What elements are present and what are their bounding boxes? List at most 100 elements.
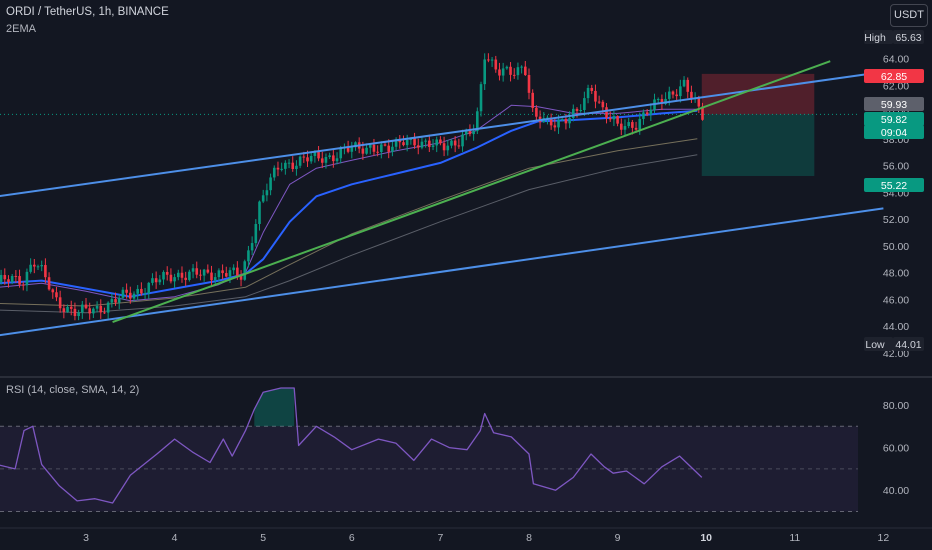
candle-body bbox=[269, 177, 272, 191]
candle-body bbox=[7, 279, 10, 282]
candle-body bbox=[154, 278, 158, 283]
candle-body bbox=[645, 112, 649, 115]
candle-body bbox=[335, 158, 339, 162]
candle-body bbox=[376, 151, 379, 153]
time-tick-label: 4 bbox=[172, 532, 178, 544]
candle-body bbox=[631, 122, 634, 128]
candle-body bbox=[191, 268, 195, 272]
price-tick-label: 44.00 bbox=[883, 321, 909, 333]
candle-body bbox=[413, 138, 416, 146]
candle-body bbox=[546, 117, 549, 119]
high-price-label: 65.63 bbox=[895, 32, 921, 44]
candle-body bbox=[140, 288, 143, 294]
candle-body bbox=[464, 129, 468, 135]
candle-body bbox=[623, 126, 627, 130]
candle-body bbox=[346, 147, 350, 152]
candle-body bbox=[287, 162, 291, 164]
candle-body bbox=[457, 145, 461, 147]
candle-body bbox=[656, 99, 660, 101]
bar-countdown-label-bg bbox=[864, 125, 924, 139]
time-tick-label: 10 bbox=[700, 532, 712, 544]
candle-body bbox=[679, 86, 682, 97]
candle-body bbox=[531, 92, 534, 108]
candle-body bbox=[350, 147, 354, 152]
candle-body bbox=[25, 271, 29, 286]
candle-body bbox=[597, 101, 601, 103]
price-tick-label: 46.00 bbox=[883, 294, 909, 306]
candle-body bbox=[612, 116, 616, 120]
candle-body bbox=[254, 224, 258, 244]
candle-body bbox=[487, 59, 490, 61]
candle-body bbox=[224, 273, 228, 277]
candle-body bbox=[675, 94, 678, 97]
candle-body bbox=[494, 59, 498, 70]
candle-body bbox=[590, 87, 594, 91]
price-tick-label: 50.00 bbox=[883, 241, 909, 253]
candle-body bbox=[84, 304, 88, 309]
time-tick-label: 7 bbox=[437, 532, 443, 544]
candle-body bbox=[99, 305, 103, 313]
candle-body bbox=[354, 142, 357, 148]
candle-body bbox=[594, 90, 597, 102]
candle-body bbox=[476, 111, 479, 132]
candle-body bbox=[642, 112, 645, 119]
candle-body bbox=[361, 148, 365, 154]
candle-body bbox=[498, 69, 501, 76]
price-tick-label: 62.00 bbox=[883, 80, 909, 92]
candle-body bbox=[121, 289, 125, 298]
quote-currency-button[interactable]: USDT bbox=[890, 4, 928, 27]
candle-body bbox=[180, 272, 184, 278]
candle-body bbox=[21, 284, 25, 286]
candle-body bbox=[188, 271, 191, 280]
candle-body bbox=[461, 134, 464, 147]
target-price-label-bg bbox=[864, 178, 924, 192]
time-tick-label: 9 bbox=[615, 532, 621, 544]
candle-body bbox=[387, 145, 391, 152]
candle-body bbox=[601, 101, 605, 108]
candle-body bbox=[92, 308, 95, 314]
candle-body bbox=[339, 148, 343, 159]
candle-body bbox=[586, 87, 590, 99]
stop-price-label: 62.85 bbox=[881, 71, 907, 83]
candle-body bbox=[103, 312, 106, 314]
candle-body bbox=[501, 68, 505, 76]
candle-body bbox=[527, 75, 531, 93]
candle-body bbox=[549, 117, 553, 126]
ascending-trend-line bbox=[112, 60, 831, 324]
candle-body bbox=[368, 144, 372, 148]
symbol-title: ORDI / TetherUS, 1h, BINANCE bbox=[6, 6, 169, 18]
candle-body bbox=[320, 158, 324, 163]
candle-body bbox=[280, 168, 283, 170]
rsi-legend[interactable]: RSI (14, close, SMA, 14, 2) bbox=[6, 384, 140, 396]
candle-body bbox=[169, 274, 173, 282]
target-price-label: 55.22 bbox=[881, 180, 907, 192]
indicator-legend[interactable]: 2EMA bbox=[6, 23, 36, 35]
candle-body bbox=[309, 155, 313, 162]
candle-body bbox=[634, 127, 638, 130]
candle-body bbox=[14, 275, 18, 277]
bar-countdown-label: 09:04 bbox=[881, 127, 907, 139]
candle-body bbox=[147, 282, 151, 294]
candle-body bbox=[483, 59, 486, 85]
candle-body bbox=[564, 119, 568, 124]
rsi-line bbox=[0, 387, 703, 504]
candle-body bbox=[62, 308, 66, 312]
candle-body bbox=[202, 269, 206, 276]
candle-body bbox=[302, 156, 306, 158]
candle-body bbox=[77, 312, 80, 317]
candle-body bbox=[73, 308, 77, 317]
price-tick-label: 48.00 bbox=[883, 268, 909, 280]
candle-body bbox=[619, 123, 623, 130]
candle-body bbox=[535, 107, 538, 117]
candle-body bbox=[232, 267, 235, 271]
candle-body bbox=[380, 144, 383, 152]
rsi-tick-label: 60.00 bbox=[883, 443, 909, 455]
candle-body bbox=[213, 277, 217, 281]
candle-body bbox=[394, 139, 398, 147]
low-price-label: 44.01 bbox=[895, 339, 921, 351]
candle-body bbox=[572, 108, 575, 118]
candle-body bbox=[313, 151, 317, 156]
candle-body bbox=[291, 162, 295, 170]
candle-body bbox=[110, 299, 114, 303]
